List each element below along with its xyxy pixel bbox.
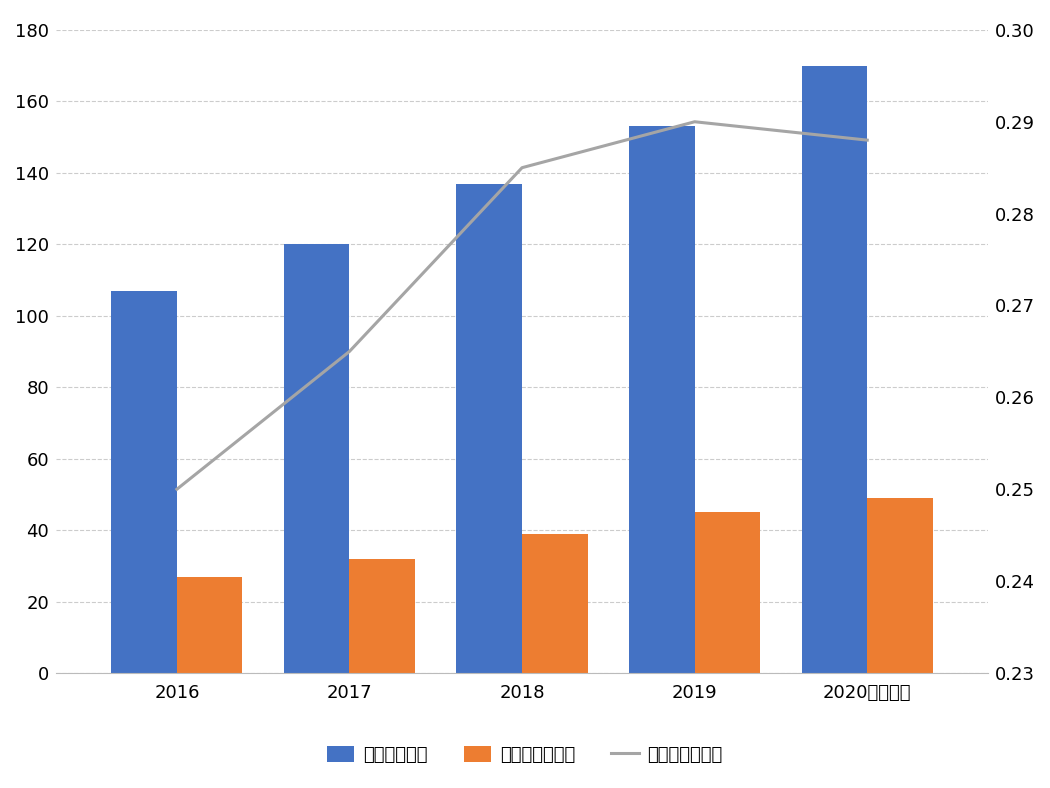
房地产贷款占比 [861,136,874,145]
Bar [629,126,695,673]
Line: 房地产贷款占比: 房地产贷款占比 [176,122,867,489]
Bar [284,244,350,673]
Legend: 各项贷款余额, 房地产贷款余额, 房地产贷款占比: 各项贷款余额, 房地产贷款余额, 房地产贷款占比 [320,738,730,771]
Bar [522,533,588,673]
Bar [350,559,415,673]
Bar [695,512,760,673]
Bar [111,291,176,673]
房地产贷款占比 [170,485,183,494]
房地产贷款占比 [343,347,356,356]
Bar [867,498,932,673]
Bar [457,184,522,673]
Bar [801,65,867,673]
房地产贷款占比 [689,117,701,127]
Bar [176,577,243,673]
房地产贷款占比 [516,163,528,173]
